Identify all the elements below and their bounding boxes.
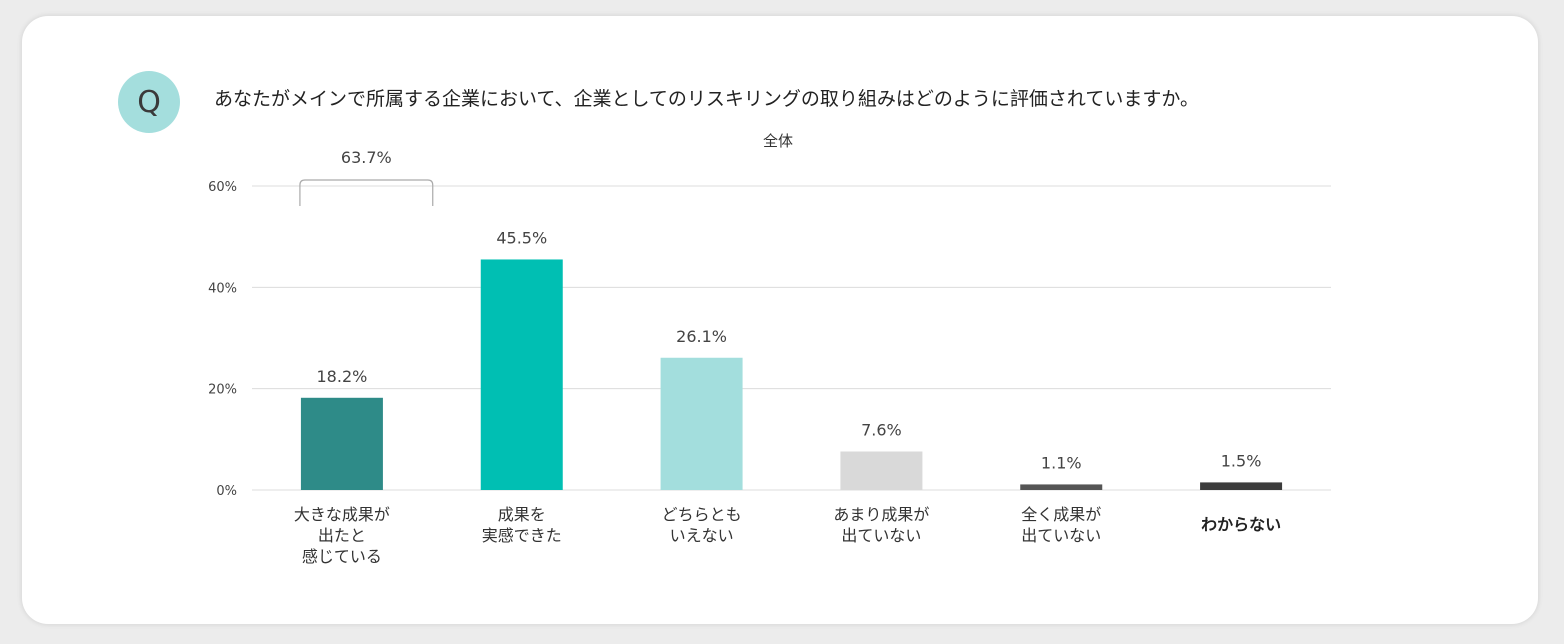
bar-5	[1200, 482, 1283, 490]
chart-card: Q あなたがメインで所属する企業において、企業としてのリスキリングの取り組みはど…	[22, 16, 1538, 624]
x-category-label-0-line-1: 出たと	[318, 526, 366, 545]
bar-4	[1020, 484, 1103, 490]
x-category-label-4-line-0: 全く成果が	[1021, 505, 1101, 524]
x-category-label-5-line-0: わからない	[1201, 515, 1281, 534]
x-category-label-1-line-0: 成果を	[498, 505, 546, 524]
y-tick-label-1: 20%	[208, 383, 237, 398]
value-label-1: 45.5%	[496, 228, 547, 247]
question-badge: Q	[118, 71, 180, 133]
x-category-label-0-line-2: 感じている	[302, 547, 382, 566]
y-tick-label-3: 60%	[208, 180, 237, 195]
bar-1	[480, 259, 563, 490]
x-category-label-4-line-1: 出ていない	[1021, 526, 1101, 545]
x-category-label-2-line-0: どちらとも	[662, 505, 742, 524]
grid-layer: 0% 20% 40% 60%	[208, 180, 1331, 499]
sum-bracket	[299, 179, 434, 206]
value-label-4: 1.1%	[1041, 453, 1082, 472]
value-label-2: 26.1%	[676, 327, 727, 346]
x-category-label-2-line-1: いえない	[670, 526, 734, 545]
x-category-label-0-line-0: 大きな成果が	[294, 505, 390, 524]
x-category-label-1-line-1: 実感できた	[482, 526, 562, 545]
bar-0	[300, 397, 383, 490]
x-category-label-3-line-1: 出ていない	[841, 526, 921, 545]
y-tick-label-0: 0%	[216, 484, 237, 499]
sum-bracket-label: 63.7%	[341, 148, 392, 167]
y-tick-label-2: 40%	[208, 281, 237, 296]
question-text: あなたがメインで所属する企業において、企業としてのリスキリングの取り組みはどのよ…	[214, 88, 1199, 110]
value-label-0: 18.2%	[317, 367, 368, 386]
bar-3	[840, 451, 923, 490]
x-category-label-3-line-0: あまり成果が	[833, 505, 929, 524]
value-label-5: 1.5%	[1221, 451, 1262, 470]
chart-title: 全体	[763, 132, 793, 150]
bar-2	[660, 357, 743, 490]
value-label-3: 7.6%	[861, 420, 902, 439]
annotation-layer: 63.7%	[299, 148, 434, 206]
